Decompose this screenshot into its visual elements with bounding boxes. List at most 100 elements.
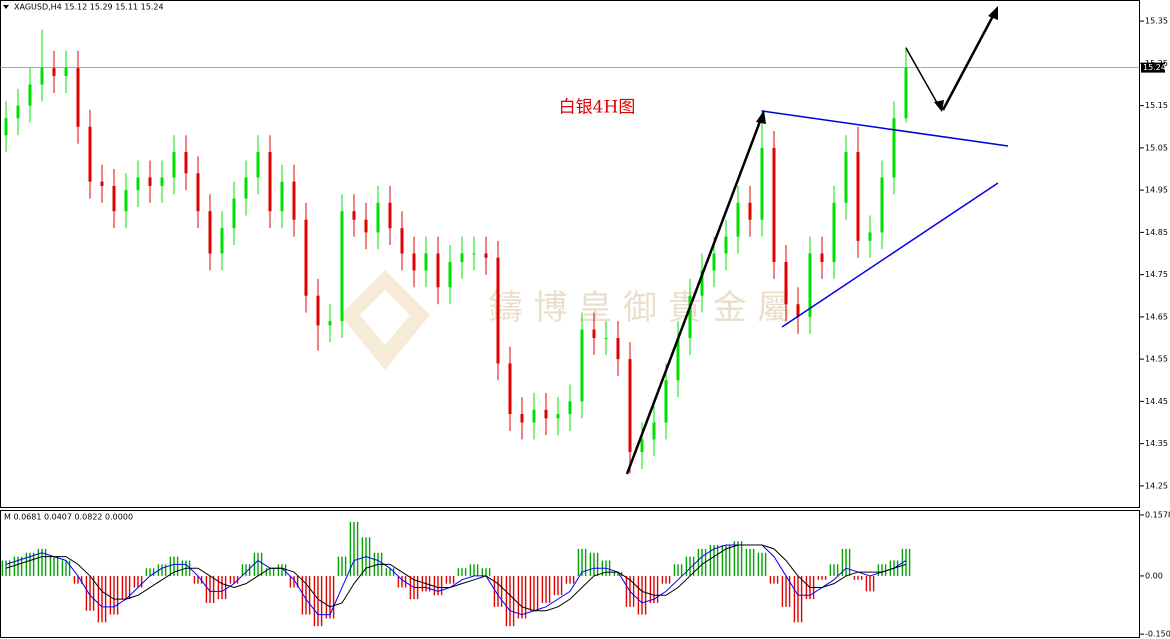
macd-pane <box>0 510 1140 638</box>
candle-body <box>436 253 440 288</box>
macd-title: M 0.0681 0.0407 0.0822 0.0000 <box>4 513 133 522</box>
candle-body <box>604 338 608 339</box>
candle-body <box>256 152 260 178</box>
candle-body <box>736 202 740 237</box>
y-tick-label: 14.65 <box>1145 312 1168 321</box>
candle-body <box>400 228 404 254</box>
candle-body <box>664 380 668 423</box>
candle-body <box>628 359 632 453</box>
price-label-box <box>1141 62 1165 73</box>
y-tick-label: -0.1505 <box>1145 630 1170 639</box>
candle-body <box>100 181 104 186</box>
arrow-line <box>625 115 764 475</box>
candle-body <box>712 253 716 271</box>
candle-body <box>40 67 44 85</box>
y-tick-label: 0.1578 <box>1145 510 1170 519</box>
candle-body <box>892 118 896 178</box>
y-tick-label: 15.35 <box>1145 17 1168 26</box>
candle-body <box>184 152 188 174</box>
candle-body <box>508 363 512 415</box>
candle-body <box>292 181 296 220</box>
candle-body <box>328 321 332 326</box>
candle-body <box>520 414 524 423</box>
candle-body <box>76 67 80 127</box>
candle-body <box>784 261 788 305</box>
trendlines <box>625 6 1009 475</box>
y-tick-label: 14.45 <box>1145 397 1168 406</box>
candle-body <box>484 253 488 258</box>
candle-body <box>376 202 380 233</box>
watermark: 鑄 博 皇 御 貴 金 屬 <box>489 288 792 328</box>
candle-body <box>532 409 536 423</box>
candle-body <box>904 67 908 119</box>
arrow-head <box>756 110 766 124</box>
trendline <box>761 110 1009 147</box>
candle-body <box>412 253 416 271</box>
candle-body <box>580 329 584 402</box>
candle-body <box>340 211 344 322</box>
candle-body <box>280 181 284 212</box>
candle-body <box>352 211 356 220</box>
candle-body <box>652 422 656 440</box>
candle-body <box>880 177 884 233</box>
y-tick-label: 14.55 <box>1145 355 1168 364</box>
candle-body <box>52 67 56 77</box>
y-tick-label: 14.95 <box>1145 186 1168 195</box>
candle-body <box>112 185 116 212</box>
candle-body <box>136 177 140 191</box>
candle-body <box>676 338 680 381</box>
candle-body <box>460 253 464 262</box>
candle-body <box>244 177 248 199</box>
candle-body <box>868 232 872 241</box>
candle-body <box>640 439 644 453</box>
candle-body <box>760 147 764 220</box>
candle-body <box>28 84 32 106</box>
candle-body <box>268 152 272 212</box>
candle-body <box>160 177 164 186</box>
candle-body <box>364 219 368 233</box>
y-tick-label: 14.85 <box>1145 228 1168 237</box>
arrow-head <box>934 100 944 112</box>
candle-body <box>196 173 200 212</box>
candle-body <box>568 401 572 415</box>
arrow-line <box>905 47 941 109</box>
candle-body <box>316 295 320 326</box>
candle-body <box>856 152 860 241</box>
y-tick-label: 0.00 <box>1145 571 1163 580</box>
candle-body <box>88 126 92 182</box>
candle-body <box>388 202 392 229</box>
candle-body <box>124 190 128 212</box>
candle-body <box>220 228 224 254</box>
candle-body <box>16 105 20 119</box>
candle-body <box>148 177 152 186</box>
candle-body <box>556 414 560 419</box>
candle-body <box>472 253 476 255</box>
candle-body <box>748 202 752 220</box>
candle-body <box>688 295 692 338</box>
trendline <box>781 182 999 328</box>
annotation: 白银4H图 <box>559 98 636 118</box>
candle-body <box>700 270 704 296</box>
candle-body <box>424 253 428 271</box>
candle-body <box>544 409 548 419</box>
candle-body <box>808 253 812 317</box>
candle-body <box>4 118 8 136</box>
candle-body <box>304 219 308 296</box>
y-tick-label: 15.05 <box>1145 143 1168 152</box>
title-arrow <box>3 5 9 9</box>
candle-body <box>832 202 836 262</box>
candle-body <box>844 152 848 203</box>
main-title: XAGUSD,H4 15.12 15.29 15.11 15.24 <box>14 3 164 12</box>
main-pane <box>0 0 1140 508</box>
current-price-label: 15.24 <box>1143 63 1166 72</box>
y-tick-label: 14.25 <box>1145 481 1168 490</box>
candle-body <box>772 147 776 262</box>
candle-body <box>616 338 620 360</box>
y-tick-label: 14.35 <box>1145 439 1168 448</box>
y-tick-label: 15.15 <box>1145 101 1168 110</box>
candle-body <box>172 152 176 178</box>
candle-body <box>496 257 500 364</box>
candle-body <box>64 67 68 77</box>
candle-body <box>592 329 596 338</box>
